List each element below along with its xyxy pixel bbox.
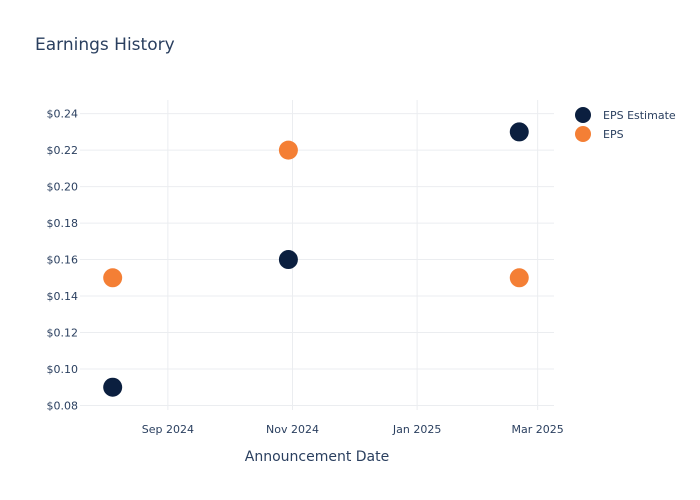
legend-marker-eps[interactable] bbox=[575, 126, 591, 142]
point-eps-estimate[interactable] bbox=[509, 122, 529, 142]
y-tick-label: $0.14 bbox=[47, 290, 79, 303]
y-axis-ticks: $0.08 $0.10 $0.12 $0.14 $0.16 $0.18 $0.20 $0.22… bbox=[47, 108, 79, 413]
y-tick-label: $0.10 bbox=[47, 363, 79, 376]
y-tick-label: $0.22 bbox=[47, 144, 79, 157]
grid-layer bbox=[80, 100, 554, 410]
legend: EPS Estimate EPS bbox=[575, 107, 676, 142]
point-eps-estimate[interactable] bbox=[278, 250, 298, 270]
point-eps[interactable] bbox=[509, 268, 529, 288]
legend-marker-eps-estimate[interactable] bbox=[575, 107, 591, 123]
legend-label-eps: EPS bbox=[603, 128, 624, 141]
legend-label-eps-estimate: EPS Estimate bbox=[603, 109, 676, 122]
y-tick-label: $0.18 bbox=[47, 217, 79, 230]
data-points bbox=[103, 122, 529, 397]
x-axis-ticks: Sep 2024 Nov 2024 Jan 2025 Mar 2025 bbox=[142, 423, 564, 436]
y-tick-label: $0.08 bbox=[47, 399, 79, 412]
y-tick-label: $0.12 bbox=[47, 327, 79, 340]
point-eps-estimate[interactable] bbox=[103, 377, 123, 397]
x-tick-label: Mar 2025 bbox=[512, 423, 564, 436]
chart-title: Earnings History bbox=[35, 35, 175, 55]
point-eps[interactable] bbox=[103, 268, 123, 288]
x-tick-label: Jan 2025 bbox=[392, 423, 441, 436]
x-tick-label: Nov 2024 bbox=[266, 423, 319, 436]
x-axis-title: Announcement Date bbox=[245, 449, 389, 465]
x-tick-label: Sep 2024 bbox=[142, 423, 194, 436]
point-eps[interactable] bbox=[278, 140, 298, 160]
y-tick-label: $0.20 bbox=[47, 181, 79, 194]
y-tick-label: $0.24 bbox=[47, 108, 79, 121]
y-tick-label: $0.16 bbox=[47, 254, 79, 267]
